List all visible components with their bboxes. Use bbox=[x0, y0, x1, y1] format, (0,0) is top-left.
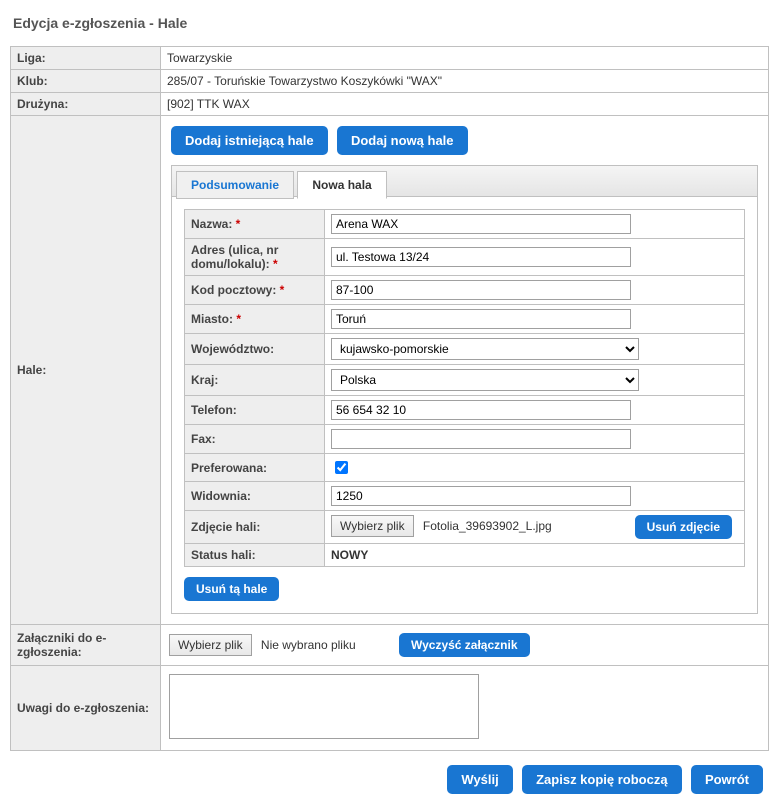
woj-select[interactable]: kujawsko-pomorskie bbox=[331, 338, 639, 360]
remarks-textarea[interactable] bbox=[169, 674, 479, 739]
zdjecie-file-button[interactable]: Wybierz plik bbox=[331, 515, 414, 537]
pref-checkbox[interactable] bbox=[335, 461, 348, 474]
kraj-label: Kraj: bbox=[185, 365, 325, 396]
zdjecie-label: Zdjęcie hali: bbox=[185, 511, 325, 544]
hall-fields-table: Nazwa: * Adres (ulica, nr domu/lokalu): … bbox=[184, 209, 745, 567]
klub-value: 285/07 - Toruńskie Towarzystwo Koszykówk… bbox=[161, 70, 769, 93]
status-value: NOWY bbox=[331, 548, 368, 562]
delete-hall-button[interactable]: Usuń tą hale bbox=[184, 577, 279, 601]
status-label: Status hali: bbox=[185, 544, 325, 567]
telefon-label: Telefon: bbox=[185, 396, 325, 425]
bottom-buttons: Wyślij Zapisz kopię roboczą Powrót bbox=[10, 765, 769, 794]
hale-label: Hale: bbox=[11, 116, 161, 625]
tab-body: Nazwa: * Adres (ulica, nr domu/lokalu): … bbox=[171, 197, 758, 614]
fax-input[interactable] bbox=[331, 429, 631, 449]
delete-photo-button[interactable]: Usuń zdjęcie bbox=[635, 515, 732, 539]
druzyna-value: [902] TTK WAX bbox=[161, 93, 769, 116]
tab-summary[interactable]: Podsumowanie bbox=[176, 171, 294, 199]
save-draft-button[interactable]: Zapisz kopię roboczą bbox=[522, 765, 681, 794]
tab-new-hall[interactable]: Nowa hala bbox=[297, 171, 386, 199]
clear-attachment-button[interactable]: Wyczyść załącznik bbox=[399, 633, 530, 657]
nazwa-label: Nazwa: * bbox=[185, 210, 325, 239]
back-button[interactable]: Powrót bbox=[691, 765, 763, 794]
fax-label: Fax: bbox=[185, 425, 325, 454]
attachment-file-text: Nie wybrano pliku bbox=[261, 638, 356, 652]
adres-label: Adres (ulica, nr domu/lokalu): * bbox=[185, 239, 325, 276]
druzyna-label: Drużyna: bbox=[11, 93, 161, 116]
zdjecie-file-name: Fotolia_39693902_L.jpg bbox=[423, 519, 552, 533]
liga-value: Towarzyskie bbox=[161, 47, 769, 70]
send-button[interactable]: Wyślij bbox=[447, 765, 512, 794]
kraj-select[interactable]: Polska bbox=[331, 369, 639, 391]
remarks-label: Uwagi do e-zgłoszenia: bbox=[11, 666, 161, 751]
page-title: Edycja e-zgłoszenia - Hale bbox=[13, 15, 769, 31]
tabs-bar: Podsumowanie Nowa hala bbox=[171, 165, 758, 197]
miasto-input[interactable] bbox=[331, 309, 631, 329]
attachment-file-button[interactable]: Wybierz plik bbox=[169, 634, 252, 656]
main-form-table: Liga: Towarzyskie Klub: 285/07 - Toruńsk… bbox=[10, 46, 769, 751]
widownia-label: Widownia: bbox=[185, 482, 325, 511]
telefon-input[interactable] bbox=[331, 400, 631, 420]
klub-label: Klub: bbox=[11, 70, 161, 93]
kod-label: Kod pocztowy: * bbox=[185, 276, 325, 305]
add-existing-hall-button[interactable]: Dodaj istniejącą hale bbox=[171, 126, 328, 155]
nazwa-input[interactable] bbox=[331, 214, 631, 234]
add-new-hall-button[interactable]: Dodaj nową hale bbox=[337, 126, 468, 155]
liga-label: Liga: bbox=[11, 47, 161, 70]
miasto-label: Miasto: * bbox=[185, 305, 325, 334]
woj-label: Województwo: bbox=[185, 334, 325, 365]
attachments-label: Załączniki do e-zgłoszenia: bbox=[11, 625, 161, 666]
adres-input[interactable] bbox=[331, 247, 631, 267]
kod-input[interactable] bbox=[331, 280, 631, 300]
widownia-input[interactable] bbox=[331, 486, 631, 506]
pref-label: Preferowana: bbox=[185, 454, 325, 482]
